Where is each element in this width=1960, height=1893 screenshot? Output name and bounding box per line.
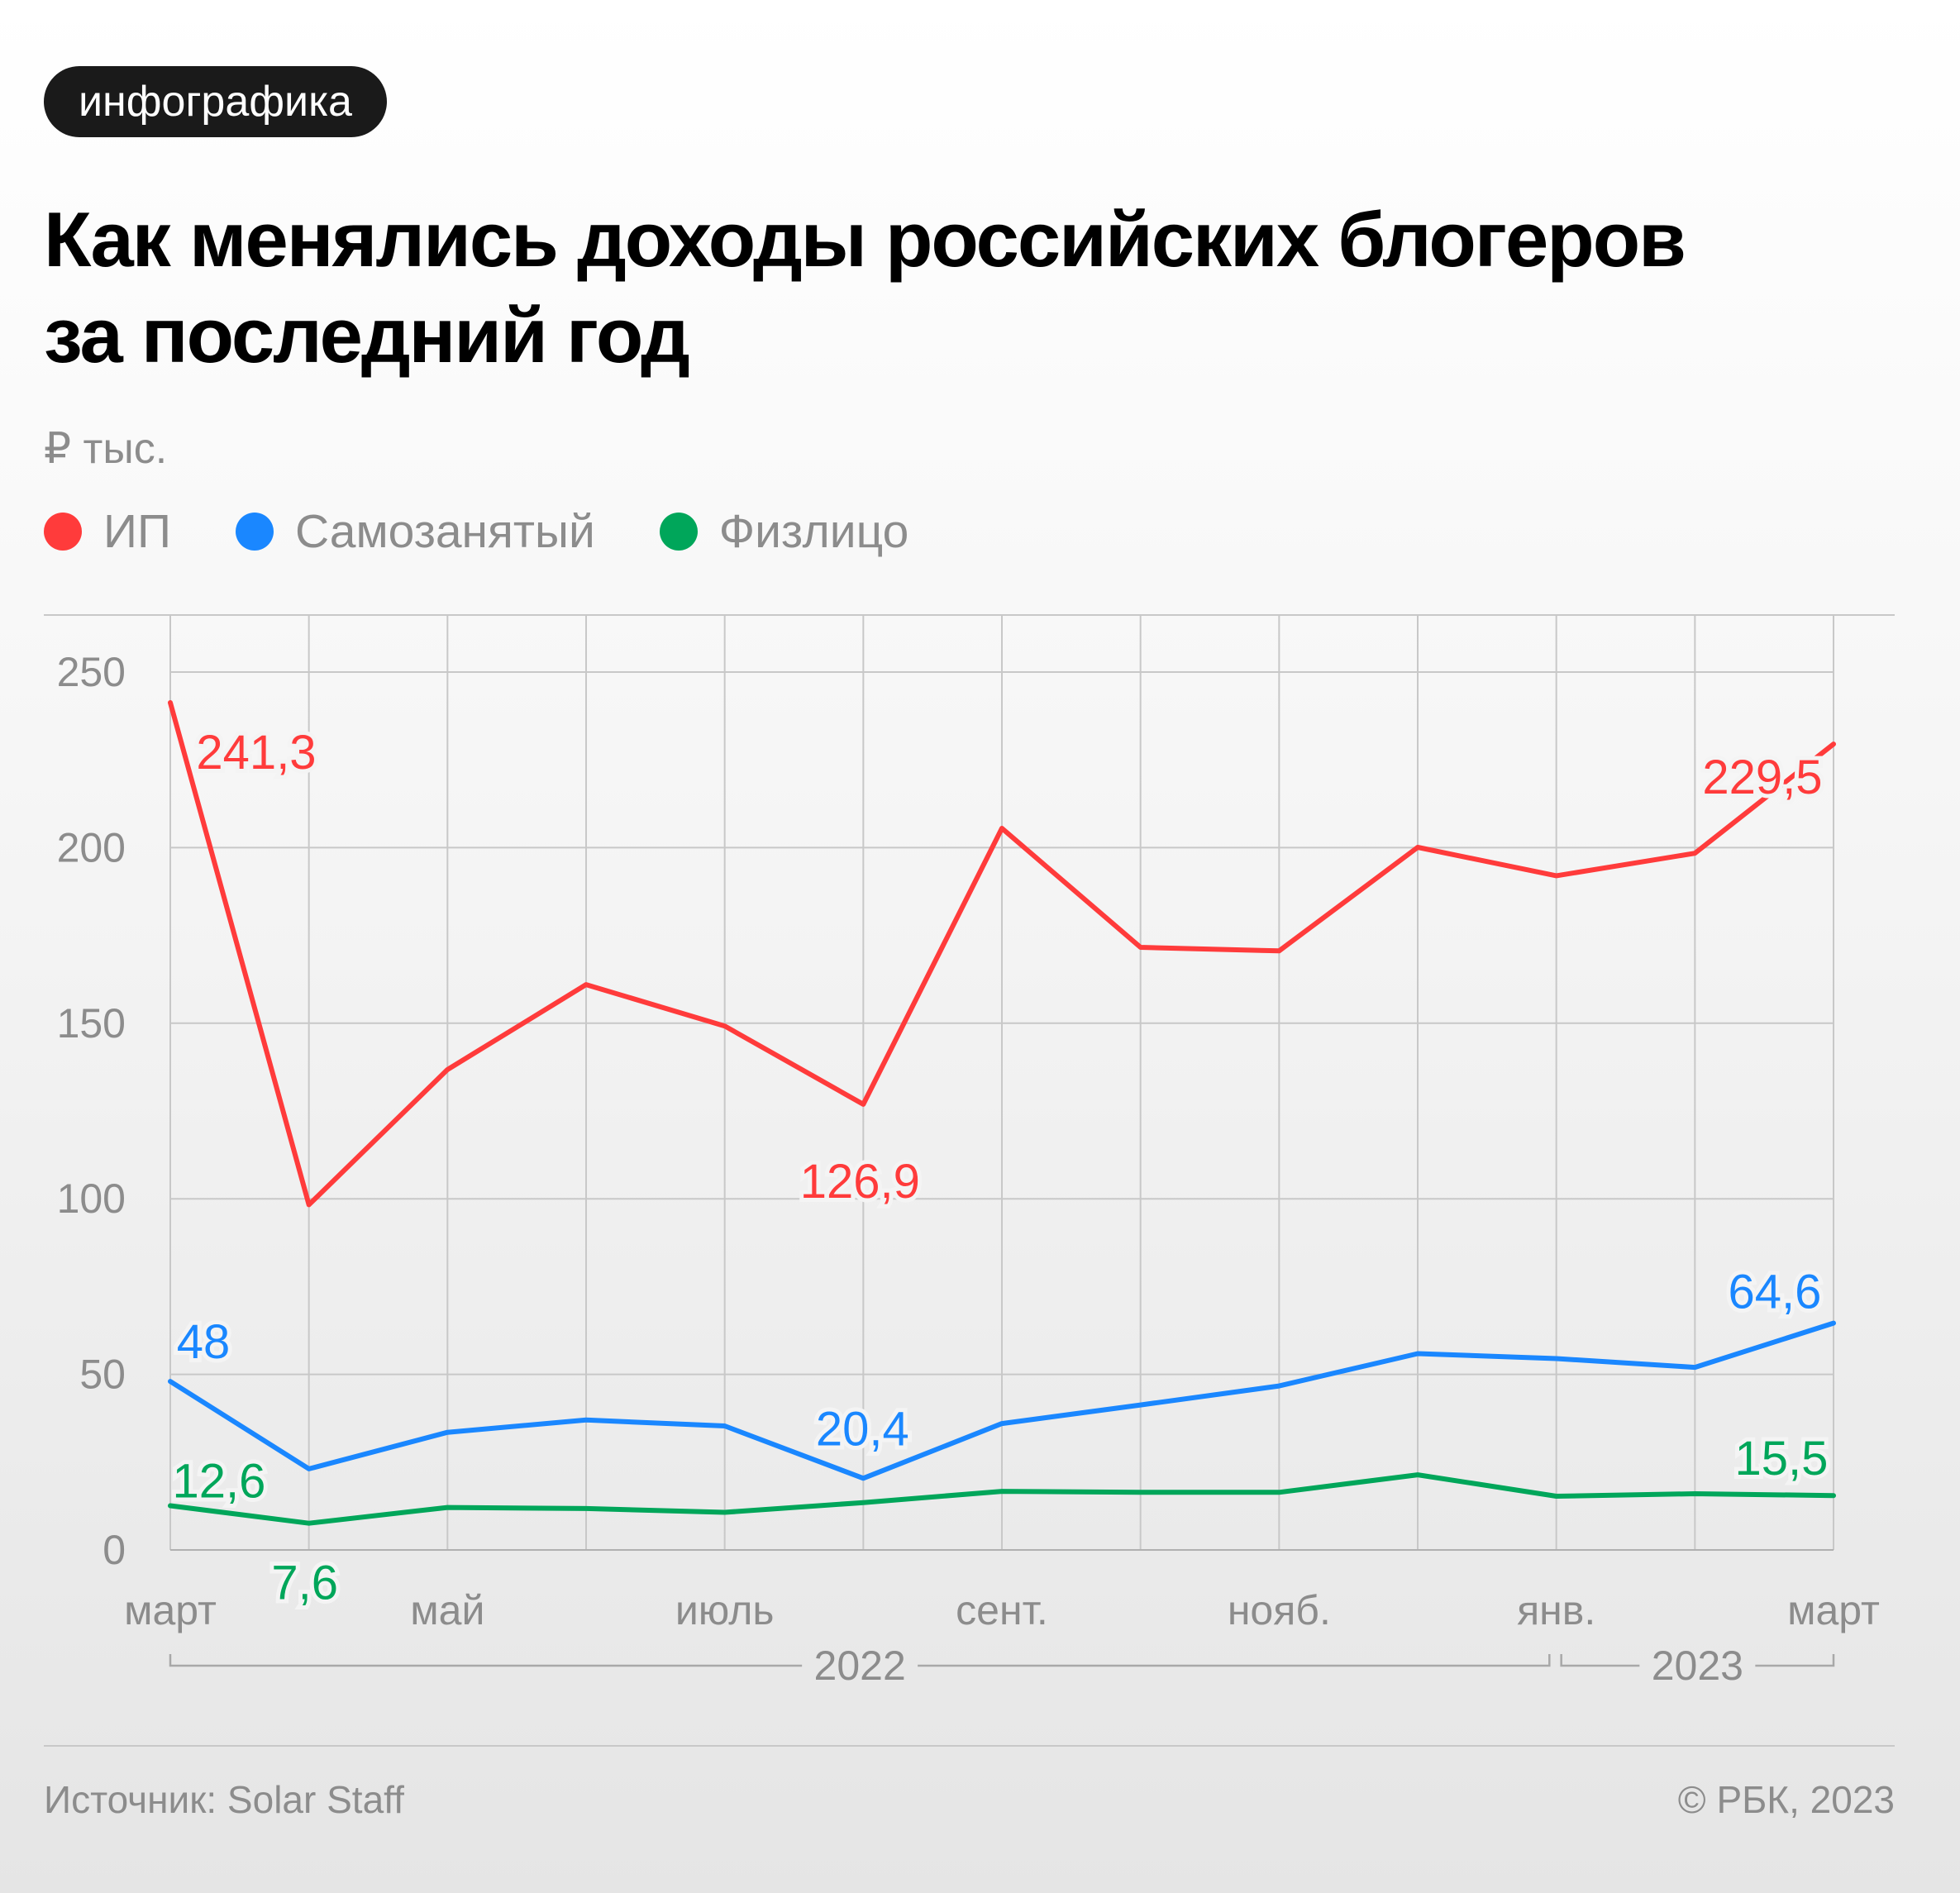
data-label-ip: 229,5	[1702, 751, 1822, 804]
y-tick-label: 200	[57, 824, 126, 870]
legend-label: ИП	[103, 505, 171, 558]
data-label-self: 64,6	[1729, 1266, 1822, 1319]
data-label-self: 20,4	[816, 1402, 909, 1456]
copyright: © РБК, 2023	[1677, 1778, 1895, 1821]
legend-dot-icon	[44, 513, 82, 551]
legend-dot-icon	[659, 513, 698, 551]
year-bracket	[169, 1654, 1551, 1667]
legend-dot-icon	[235, 513, 274, 551]
y-tick-label: 100	[57, 1175, 126, 1222]
legend-item-phys: Физлицо	[659, 504, 909, 559]
x-tick-label: янв.	[1517, 1587, 1595, 1633]
data-label-self: 48	[177, 1315, 231, 1369]
infographic-badge: инфографика	[44, 66, 387, 137]
data-label-phys: 7,6	[271, 1557, 338, 1610]
legend: ИП Самозанятый Физлицо	[44, 504, 908, 559]
legend-label: Самозанятый	[294, 505, 595, 558]
source-note: Источник: Solar Staff	[44, 1778, 404, 1821]
legend-item-self: Самозанятый	[235, 504, 595, 559]
unit-label: ₽ тыс.	[44, 425, 168, 473]
page-title: Как менялись доходы российских блогеров …	[44, 192, 1945, 384]
y-tick-label: 150	[57, 1000, 126, 1047]
data-label-phys: 15,5	[1735, 1432, 1829, 1485]
y-tick-label: 0	[103, 1527, 126, 1573]
x-tick-label: нояб.	[1228, 1587, 1331, 1633]
x-tick-label: май	[410, 1587, 484, 1633]
y-tick-label: 250	[57, 649, 126, 695]
data-label-phys: 12,6	[173, 1454, 266, 1508]
data-label-ip: 241,3	[196, 726, 316, 780]
legend-item-ip: ИП	[44, 504, 171, 559]
data-label-ip: 126,9	[800, 1155, 920, 1209]
legend-label: Физлицо	[718, 505, 909, 558]
x-tick-label: сент.	[956, 1587, 1048, 1633]
year-label: 2023	[1652, 1643, 1743, 1689]
year-bracket	[1560, 1654, 1835, 1667]
year-label: 2022	[814, 1643, 906, 1689]
title-line-2: за последний год	[44, 292, 690, 379]
x-tick-label: март	[1787, 1587, 1880, 1633]
y-tick-label: 50	[79, 1352, 126, 1398]
x-tick-label: март	[124, 1587, 217, 1633]
title-line-1: Как менялись доходы российских блогеров	[44, 196, 1686, 283]
x-tick-label: июль	[675, 1587, 775, 1633]
